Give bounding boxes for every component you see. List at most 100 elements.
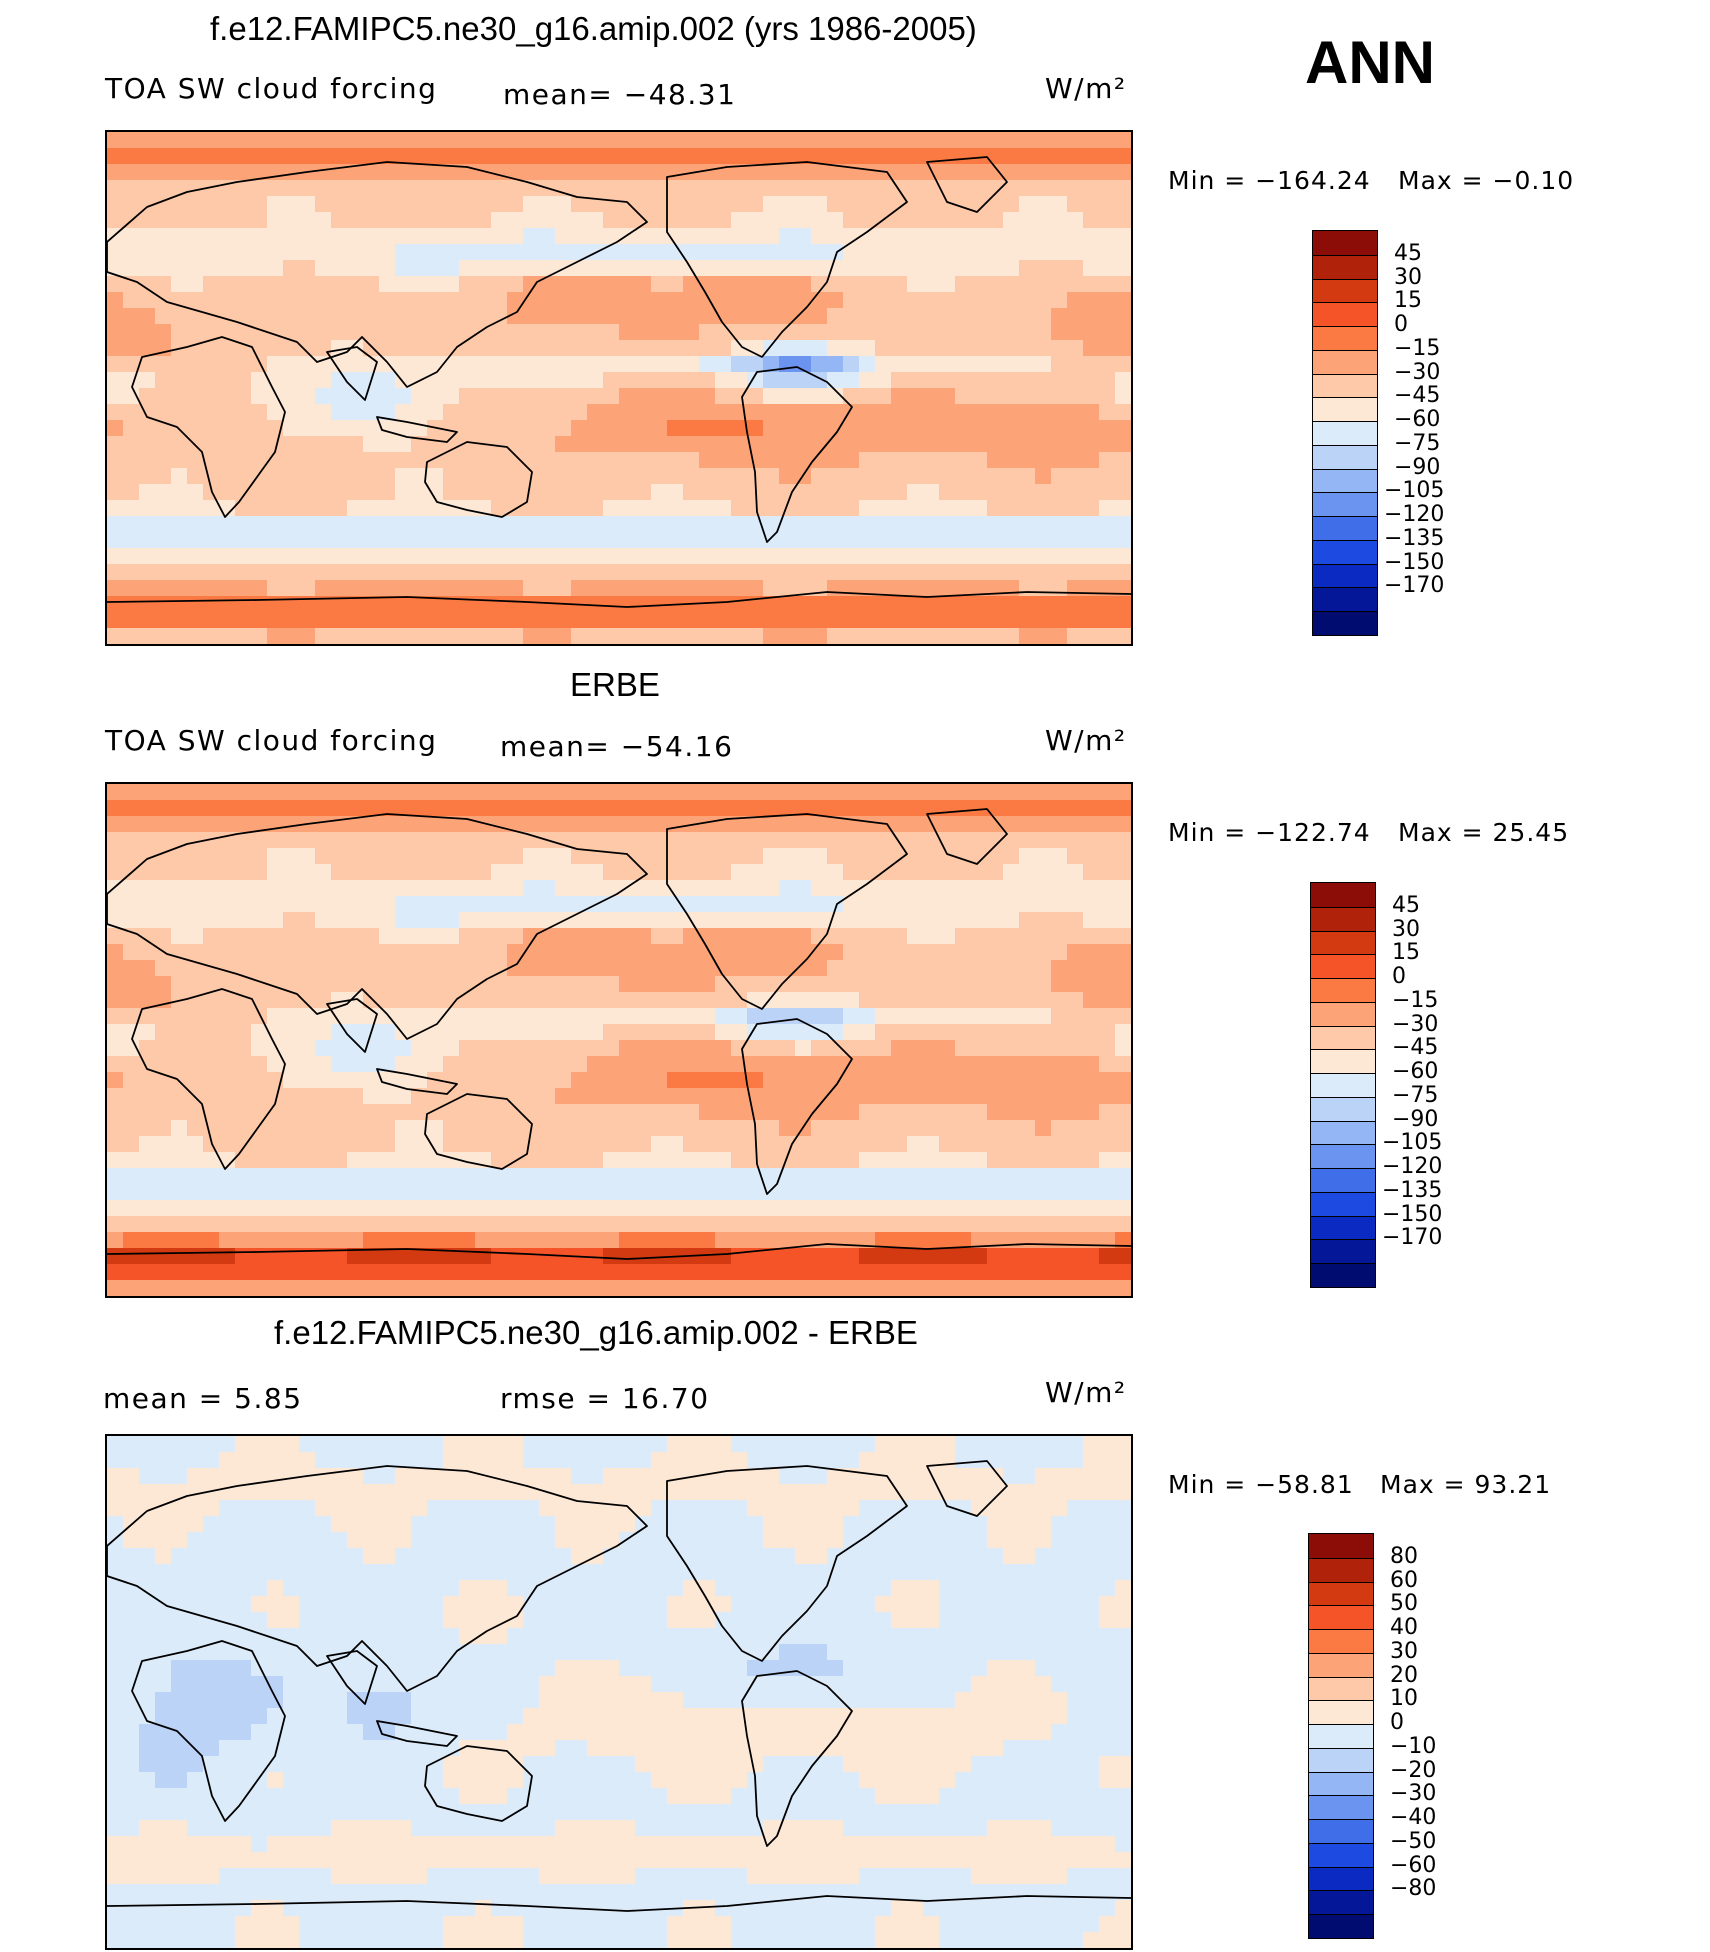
colorbar-level-label: 20	[1390, 1662, 1418, 1688]
colorbar-level-label: 45	[1392, 892, 1420, 918]
coastlines	[107, 156, 1131, 608]
panel-2-title: ERBE	[570, 666, 660, 703]
colorbar-level-label: −60	[1392, 1059, 1439, 1085]
colorbar-swatch	[1309, 1557, 1373, 1582]
colorbar-swatch	[1309, 1676, 1373, 1701]
colorbar-swatch	[1311, 1191, 1375, 1216]
panel-3-contour-map	[107, 1436, 1131, 1948]
panel-1-units-label: W/m²	[1045, 72, 1127, 105]
colorbar-level-label: −45	[1394, 383, 1441, 409]
panel-2-colorbar	[1310, 882, 1376, 1288]
contour-field	[107, 132, 1131, 644]
colorbar-swatch	[1309, 1629, 1373, 1653]
colorbar-level-label: −90	[1392, 1106, 1439, 1132]
colorbar-level-label: 50	[1390, 1591, 1418, 1617]
colorbar-swatch	[1313, 539, 1377, 564]
panel-1-min-label: Min = −164.24	[1168, 166, 1371, 195]
contour-field	[107, 784, 1131, 1296]
colorbar-level-label: −135	[1382, 1177, 1443, 1203]
colorbar-swatch	[1309, 1534, 1373, 1558]
colorbar-swatch	[1309, 1581, 1373, 1606]
colorbar-swatch	[1311, 883, 1375, 907]
colorbar-swatch	[1309, 1890, 1373, 1915]
coastlines	[107, 808, 1131, 1260]
colorbar-swatch	[1313, 278, 1377, 303]
colorbar-level-label: −15	[1394, 335, 1441, 361]
contour-field	[107, 1436, 1131, 1948]
colorbar-level-label: −75	[1392, 1082, 1439, 1108]
colorbar-level-label: −30	[1390, 1781, 1437, 1807]
colorbar-swatch	[1313, 349, 1377, 374]
colorbar-swatch	[1313, 326, 1377, 350]
colorbar-level-label: 0	[1392, 964, 1406, 990]
colorbar-level-label: −15	[1392, 987, 1439, 1013]
colorbar-swatch	[1313, 516, 1377, 540]
colorbar-swatch	[1311, 1215, 1375, 1240]
colorbar-swatch	[1311, 1120, 1375, 1145]
panel-3-units-label: W/m²	[1045, 1376, 1127, 1409]
panel-3-max-label: Max = 93.21	[1380, 1470, 1552, 1499]
colorbar-level-label: −120	[1384, 502, 1445, 528]
colorbar-level-label: 30	[1390, 1638, 1418, 1664]
panel-3-min-label: Min = −58.81	[1168, 1470, 1354, 1499]
colorbar-level-label: −60	[1394, 407, 1441, 433]
colorbar-level-label: −170	[1384, 573, 1445, 599]
colorbar-swatch	[1309, 1866, 1373, 1891]
panel-3-mean-label: mean = 5.85	[103, 1382, 303, 1415]
colorbar-swatch	[1313, 587, 1377, 612]
season-label: ANN	[1305, 29, 1435, 96]
colorbar-swatch	[1309, 1605, 1373, 1630]
colorbar-swatch	[1309, 1819, 1373, 1843]
panel-2-map	[105, 782, 1133, 1298]
colorbar-level-label: −80	[1390, 1876, 1437, 1902]
panel-1-title: f.e12.FAMIPC5.ne30_g16.amip.002 (yrs 198…	[210, 10, 977, 47]
colorbar-level-label: −105	[1382, 1130, 1443, 1156]
panel-3-title: f.e12.FAMIPC5.ne30_g16.amip.002 - ERBE	[274, 1314, 918, 1351]
colorbar-swatch	[1309, 1724, 1373, 1748]
colorbar-level-label: −50	[1390, 1828, 1437, 1854]
colorbar-swatch	[1311, 1144, 1375, 1169]
colorbar-swatch	[1313, 611, 1377, 635]
colorbar-level-label: −90	[1394, 454, 1441, 480]
colorbar-level-label: −135	[1384, 525, 1445, 551]
panel-1-map	[105, 130, 1133, 646]
colorbar-level-label: 60	[1390, 1567, 1418, 1593]
colorbar-level-label: −170	[1382, 1225, 1443, 1251]
colorbar-level-label: −10	[1390, 1733, 1437, 1759]
colorbar-level-label: −30	[1394, 359, 1441, 385]
colorbar-swatch	[1311, 1025, 1375, 1050]
colorbar-level-label: −20	[1390, 1757, 1437, 1783]
colorbar-swatch	[1311, 954, 1375, 979]
colorbar-swatch	[1311, 1049, 1375, 1074]
colorbar-swatch	[1313, 492, 1377, 517]
colorbar-swatch	[1311, 1096, 1375, 1121]
panel-3-map	[105, 1434, 1133, 1950]
colorbar-swatch	[1313, 254, 1377, 279]
panel-1-contour-map	[107, 132, 1131, 644]
colorbar-level-label: 40	[1390, 1615, 1418, 1641]
colorbar-level-label: −150	[1382, 1201, 1443, 1227]
panel-2-contour-map	[107, 784, 1131, 1296]
colorbar-swatch	[1313, 444, 1377, 469]
colorbar-swatch	[1309, 1842, 1373, 1867]
colorbar-swatch	[1309, 1914, 1373, 1938]
colorbar-level-label: −60	[1390, 1852, 1437, 1878]
colorbar-level-label: 80	[1390, 1543, 1418, 1569]
colorbar-level-label: −45	[1392, 1035, 1439, 1061]
panel-1-variable-label: TOA SW cloud forcing	[105, 72, 438, 105]
colorbar-swatch	[1313, 421, 1377, 445]
panel-2-variable-label: TOA SW cloud forcing	[105, 724, 438, 757]
panel-1-colorbar	[1312, 230, 1378, 636]
colorbar-level-label: −75	[1394, 430, 1441, 456]
colorbar-level-label: 30	[1392, 916, 1420, 942]
colorbar-swatch	[1313, 302, 1377, 327]
colorbar-swatch	[1313, 468, 1377, 493]
colorbar-swatch	[1309, 1652, 1373, 1677]
colorbar-swatch	[1311, 906, 1375, 931]
colorbar-swatch	[1311, 1001, 1375, 1026]
colorbar-swatch	[1311, 1073, 1375, 1097]
panel-2-units-label: W/m²	[1045, 724, 1127, 757]
colorbar-swatch	[1311, 1239, 1375, 1264]
colorbar-level-label: −40	[1390, 1805, 1437, 1831]
colorbar-swatch	[1313, 563, 1377, 588]
